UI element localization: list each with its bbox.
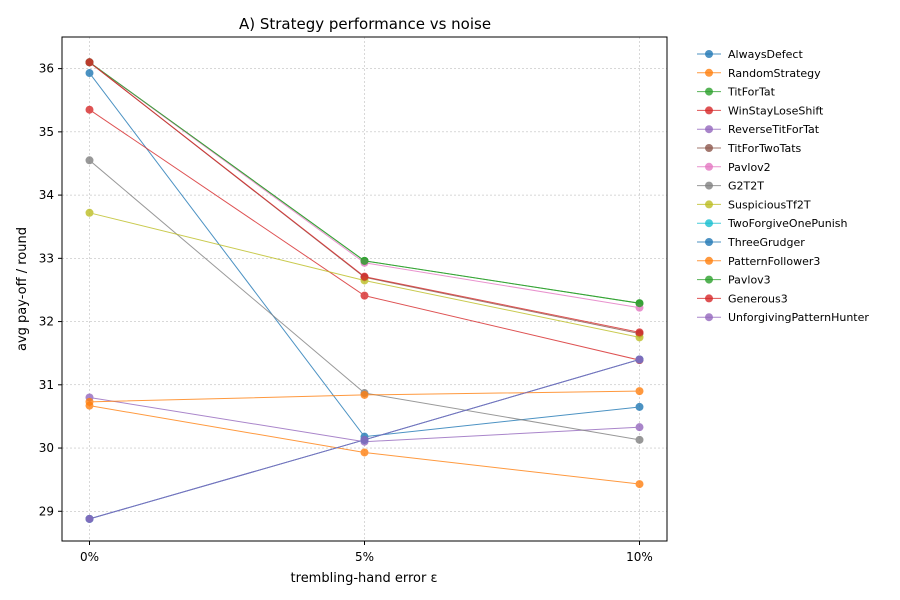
y-tick-label: 33 — [39, 251, 54, 265]
legend-marker — [705, 294, 713, 303]
legend-label: Generous3 — [728, 292, 788, 305]
data-point — [85, 514, 94, 523]
y-axis: 29 30 31 32 33 34 35 36 — [39, 62, 62, 518]
data-point — [635, 387, 644, 396]
chart-title: A) Strategy performance vs noise — [239, 15, 491, 33]
legend-entry: TitForTwoTats — [697, 142, 802, 155]
legend-marker — [705, 219, 713, 228]
y-tick-label: 36 — [39, 62, 54, 76]
legend-marker — [705, 200, 713, 209]
series-pattern-follower3 — [85, 387, 644, 406]
data-point — [85, 156, 94, 165]
data-point — [360, 390, 369, 399]
legend-marker — [705, 87, 713, 96]
legend-entry: UnforgivingPatternHunter — [697, 311, 869, 324]
legend-entry: RandomStrategy — [697, 67, 821, 80]
legend: AlwaysDefect RandomStrategy TitForTat WinSt… — [697, 48, 869, 324]
legend-entry: SuspiciousTf2T — [697, 198, 811, 211]
legend-marker — [705, 144, 713, 152]
data-point — [635, 328, 644, 337]
data-point — [360, 272, 369, 281]
data-point — [360, 448, 369, 457]
legend-entry: G2T2T — [697, 180, 764, 193]
data-point — [85, 105, 94, 114]
legend-label: ReverseTitForTat — [728, 123, 820, 136]
data-point — [635, 355, 644, 364]
x-tick-label: 10% — [626, 550, 653, 564]
legend-entry: AlwaysDefect — [697, 48, 803, 61]
series-layer — [85, 58, 644, 523]
legend-marker — [705, 238, 713, 246]
legend-marker — [705, 125, 713, 134]
y-tick-label: 32 — [39, 315, 54, 329]
y-axis-label: avg pay-off / round — [15, 227, 30, 351]
legend-marker — [705, 68, 713, 77]
x-axis: 0% 5% 10% — [80, 541, 653, 564]
legend-entry: ReverseTitForTat — [697, 123, 820, 136]
y-tick-label: 35 — [39, 125, 54, 139]
legend-label: UnforgivingPatternHunter — [728, 311, 869, 324]
legend-marker — [705, 275, 713, 284]
legend-marker — [705, 313, 713, 322]
legend-label: G2T2T — [728, 180, 764, 193]
legend-label: TitForTat — [727, 86, 776, 99]
data-point — [85, 58, 94, 67]
y-tick-label: 34 — [39, 188, 54, 202]
grid — [62, 37, 667, 541]
series-g2-t2-t — [85, 156, 644, 444]
legend-entry: Generous3 — [697, 292, 788, 305]
legend-label: WinStayLoseShift — [728, 104, 824, 117]
data-point — [635, 435, 644, 444]
data-point — [85, 69, 94, 78]
legend-marker — [705, 106, 713, 115]
x-axis-label: trembling-hand error ε — [291, 571, 438, 586]
legend-entry: Pavlov2 — [697, 161, 771, 174]
legend-marker — [705, 256, 713, 265]
legend-entry: PatternFollower3 — [697, 255, 820, 268]
legend-label: Pavlov3 — [728, 274, 771, 287]
legend-label: ThreeGrudger — [727, 236, 805, 249]
legend-label: TwoForgiveOnePunish — [727, 217, 848, 230]
data-point — [635, 423, 644, 432]
legend-label: Pavlov2 — [728, 161, 771, 174]
legend-entry: TitForTat — [697, 86, 776, 99]
legend-entry: WinStayLoseShift — [697, 104, 824, 117]
data-point — [360, 291, 369, 300]
legend-entry: ThreeGrudger — [697, 236, 805, 249]
data-point — [360, 435, 369, 444]
legend-marker — [705, 162, 713, 171]
series-generous3 — [85, 58, 644, 337]
legend-label: SuspiciousTf2T — [728, 198, 811, 211]
legend-entry: Pavlov3 — [697, 274, 771, 287]
y-tick-label: 31 — [39, 378, 54, 392]
legend-entry: TwoForgiveOnePunish — [697, 217, 848, 230]
x-tick-label: 5% — [355, 550, 374, 564]
x-tick-label: 0% — [80, 550, 99, 564]
data-point — [635, 480, 644, 489]
data-point — [360, 256, 369, 265]
legend-marker — [705, 181, 713, 190]
data-point — [85, 397, 94, 406]
legend-label: TitForTwoTats — [727, 142, 802, 155]
legend-label: RandomStrategy — [728, 67, 821, 80]
y-tick-label: 29 — [39, 504, 54, 518]
series-unforgiving-pattern-hunter — [85, 355, 644, 523]
legend-label: PatternFollower3 — [728, 255, 820, 268]
y-tick-label: 30 — [39, 441, 54, 455]
data-point — [635, 299, 644, 308]
data-point — [85, 208, 94, 217]
legend-marker — [705, 50, 713, 58]
data-point — [635, 402, 644, 411]
legend-label: AlwaysDefect — [728, 48, 803, 61]
